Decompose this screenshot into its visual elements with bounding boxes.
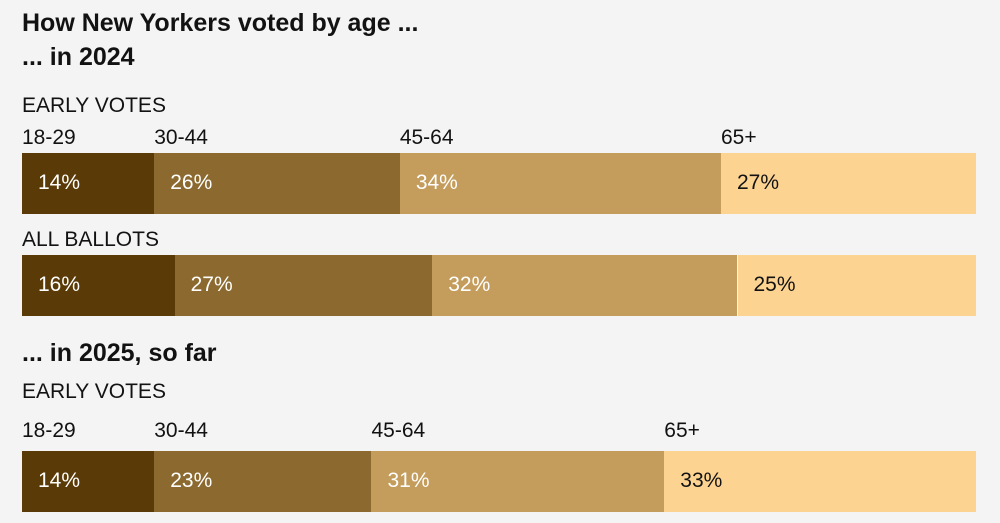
bar-label: EARLY VOTES [22, 94, 166, 117]
value-label: 27% [190, 273, 233, 296]
bar-segment-45-64 [399, 153, 721, 214]
bar-segment-18-29 [22, 255, 175, 316]
stacked-bar: 14% 23% 31% 33% [22, 451, 976, 512]
category-label: 65+ [664, 419, 700, 442]
bar-segment-65+ [720, 153, 976, 214]
value-label: 31% [387, 469, 430, 492]
bar-segment-18-29 [22, 451, 155, 512]
group-heading: ... in 2025, so far [22, 339, 217, 367]
category-label: 18-29 [22, 126, 76, 149]
category-label: 30-44 [154, 126, 208, 149]
category-label: 30-44 [154, 419, 208, 442]
value-label: 27% [736, 171, 779, 194]
bar-segment-45-64 [432, 255, 738, 316]
value-label: 14% [38, 469, 81, 492]
value-label: 34% [415, 171, 458, 194]
bar-segment-65+ [737, 255, 976, 316]
value-label: 25% [753, 273, 796, 296]
category-label: 45-64 [371, 419, 426, 442]
value-label: 16% [38, 273, 81, 296]
stacked-bar: 16% 27% 32% 25% [22, 255, 976, 316]
bar-segment-65+ [664, 451, 976, 512]
bar-segment-45-64 [371, 451, 665, 512]
value-label: 14% [38, 171, 81, 194]
category-label: 65+ [720, 126, 757, 149]
category-label: 18-29 [22, 419, 76, 442]
value-label: 23% [170, 469, 213, 492]
value-label: 33% [680, 469, 723, 492]
group-heading: ... in 2024 [22, 43, 135, 71]
category-label: 45-64 [399, 126, 454, 149]
value-label: 32% [448, 273, 491, 296]
bar-segment-30-44 [174, 255, 433, 316]
chart-title: How New Yorkers voted by age ... [22, 9, 419, 37]
bar-segment-30-44 [154, 153, 400, 214]
value-label: 26% [170, 171, 213, 194]
bar-segment-18-29 [22, 153, 155, 214]
stacked-bar: 14% 26% 34% 27% [22, 153, 976, 214]
bar-label: EARLY VOTES [22, 380, 166, 403]
bar-label: ALL BALLOTS [22, 228, 159, 251]
bar-segment-30-44 [154, 451, 372, 512]
